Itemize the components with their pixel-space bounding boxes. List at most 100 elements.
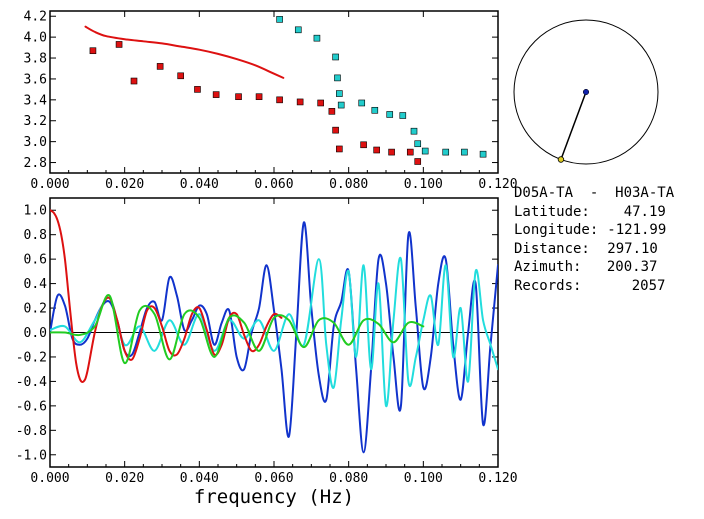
data-point: [386, 111, 394, 118]
data-point: [406, 148, 414, 156]
x-tick-label: 0.040: [180, 177, 219, 192]
data-point: [177, 72, 184, 80]
data-point: [461, 148, 468, 156]
data-point: [212, 91, 220, 98]
x-tick-label: 0.080: [329, 177, 368, 192]
data-point: [294, 26, 302, 34]
series-line: [50, 221, 498, 454]
y-tick-label: -0.8: [16, 424, 47, 439]
data-point: [235, 93, 242, 101]
data-point: [360, 141, 367, 149]
data-point: [410, 127, 418, 135]
info-row-distance: Distance: 297.10: [514, 240, 700, 259]
data-point: [115, 41, 123, 48]
y-tick-label: -0.2: [16, 350, 47, 365]
data-point: [373, 146, 380, 154]
data-point: [414, 140, 422, 148]
data-point: [336, 90, 343, 97]
data-point: [130, 77, 138, 85]
azimuth-endpoint: [557, 156, 565, 163]
station-pair-label: D05A-TA - H03A-TA: [514, 185, 675, 201]
data-point: [442, 148, 450, 156]
y-tick-label: 3.6: [24, 72, 47, 87]
compass-circle: [513, 19, 659, 165]
correlation-spectrum-chart: 0.000 0.020 0.040 0.060 0.080 0.100 0.120 1.0 0.…: [16, 197, 518, 508]
x-tick-label: 0.020: [105, 177, 144, 192]
x-axis-title: frequency (Hz): [194, 486, 354, 508]
x-tick-label: 0.120: [478, 471, 517, 486]
data-point: [358, 99, 366, 107]
info-label: Longitude:: [514, 222, 599, 239]
info-label: Azimuth:: [514, 259, 582, 276]
info-label: Records:: [514, 277, 582, 294]
data-point: [328, 108, 336, 115]
y-tick-label: 3.4: [24, 93, 48, 108]
data-point: [194, 86, 201, 93]
y-tick-label: 1.0: [24, 204, 47, 219]
azimuth-compass: [513, 19, 659, 165]
info-row-records: Records: 2057: [514, 277, 700, 296]
data-point: [334, 74, 341, 82]
plot-frame: [49, 10, 499, 174]
y-tick-label: -0.6: [16, 399, 47, 414]
info-row-latitude: Latitude: 47.19: [514, 203, 700, 222]
x-tick-label: 0.060: [254, 471, 293, 486]
y-tick-label: 0.6: [24, 253, 47, 268]
x-tick-label: 0.020: [105, 471, 144, 486]
data-point: [388, 148, 395, 156]
y-tick-label: 3.0: [24, 135, 47, 150]
data-point: [332, 53, 339, 61]
station-info-panel: D05A-TA - H03A-TA Latitude: 47.19 Longitu…: [514, 184, 700, 296]
info-value: 47.19: [623, 203, 666, 220]
x-tick-label: 0.080: [329, 471, 368, 486]
info-row-azimuth: Azimuth: 200.37: [514, 258, 700, 277]
data-point: [336, 145, 343, 153]
y-tick-label: 3.2: [24, 114, 47, 129]
data-point: [276, 16, 283, 23]
velocity-dispersion-chart: 0.000 0.020 0.040 0.060 0.080 0.100 0.120 2.8 3.…: [24, 10, 518, 192]
info-value: 200.37: [606, 259, 658, 276]
data-point: [399, 112, 407, 119]
y-tick-label: 0.4: [24, 277, 48, 292]
series-line: [84, 25, 285, 79]
data-point: [276, 96, 283, 104]
data-point: [414, 158, 422, 165]
info-label: Latitude:: [514, 203, 590, 220]
data-point: [371, 106, 379, 114]
info-value: -121.99: [607, 222, 667, 239]
info-value: 297.10: [607, 240, 658, 257]
y-tick-label: 0.2: [24, 302, 47, 317]
info-value: 2057: [631, 277, 666, 294]
x-tick-label: 0.060: [254, 177, 293, 192]
data-point: [255, 93, 263, 101]
data-point: [313, 34, 321, 42]
y-tick-label: 2.8: [24, 156, 47, 171]
data-point: [332, 126, 339, 134]
data-point: [156, 63, 164, 70]
data-point: [317, 99, 324, 107]
compass-center: [582, 88, 590, 96]
y-tick-label: 3.8: [24, 52, 47, 67]
series-line: [50, 209, 283, 383]
x-tick-label: 0.100: [404, 177, 443, 192]
azimuth-arm: [560, 91, 587, 160]
data-point: [479, 150, 487, 158]
y-tick-label: -1.0: [16, 448, 47, 463]
series-line: [50, 256, 498, 407]
series-line: [50, 294, 425, 365]
data-point: [337, 101, 345, 109]
info-label: Distance:: [514, 240, 590, 257]
y-tick-label: 4.2: [24, 10, 47, 25]
y-tick-label: 4.0: [24, 31, 47, 46]
y-tick-label: 0.8: [24, 228, 47, 243]
x-tick-label: 0.040: [180, 471, 219, 486]
data-point: [89, 47, 97, 55]
plot-area: [84, 16, 487, 165]
info-row-longitude: Longitude: -121.99: [514, 221, 700, 240]
x-tick-label: 0.120: [478, 177, 517, 192]
x-tick-label: 0.100: [404, 471, 443, 486]
y-tick-label: 0.0: [24, 326, 47, 341]
x-tick-label: 0.000: [30, 177, 69, 192]
plot-area: [50, 209, 498, 454]
